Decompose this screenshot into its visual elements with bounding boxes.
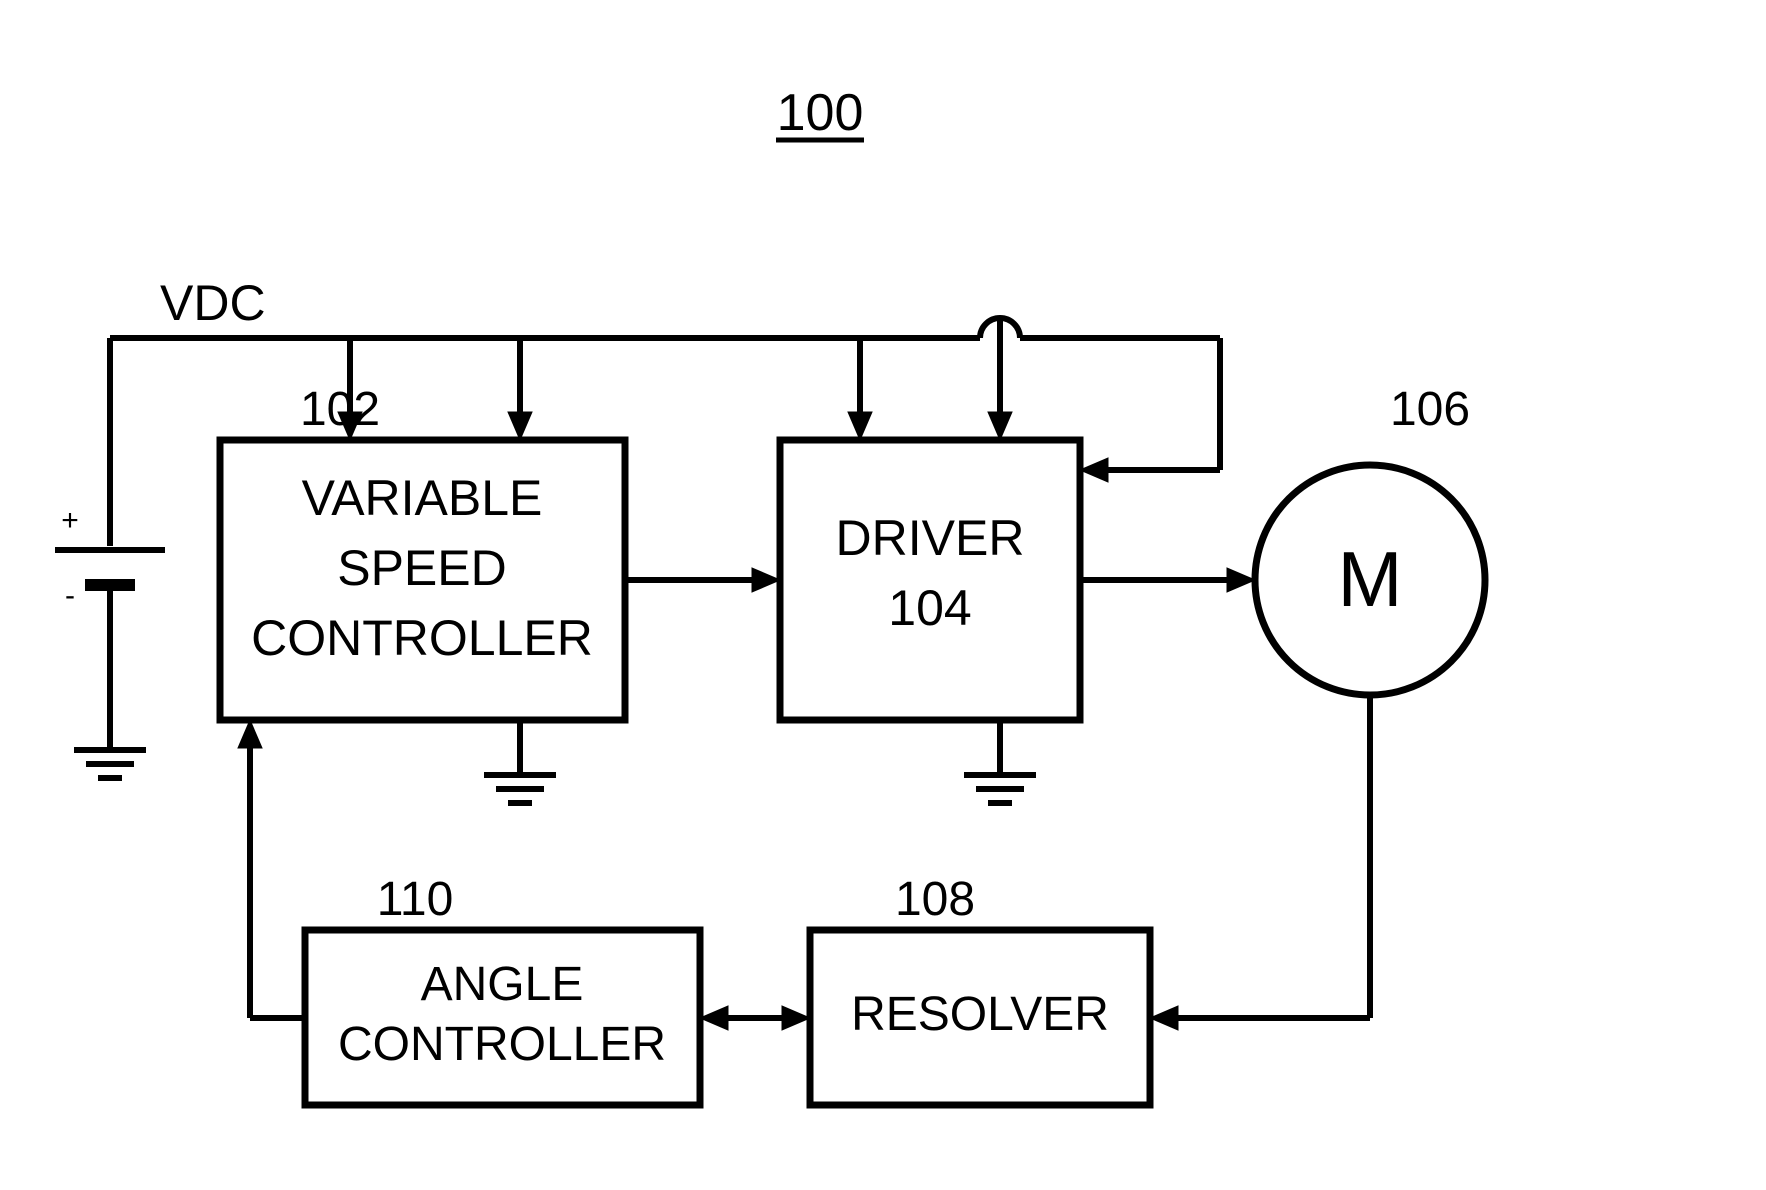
vsc-label-line-1: SPEED [337,540,507,596]
angle-label-line-0: ANGLE [421,958,584,1011]
resolver-label-line-0: RESOLVER [851,988,1109,1041]
vsc-label-line-0: VARIABLE [302,470,543,526]
vdc-label: VDC [160,275,266,331]
vsc-label-line-2: CONTROLLER [251,610,593,666]
svg-text:+: + [61,504,79,537]
driver-label-line-0: DRIVER [836,510,1025,566]
angle-ref-number: 110 [377,873,454,926]
resolver-ref-number: 108 [895,873,975,926]
figure-number: 100 [777,84,864,142]
driver-label-line-1: 104 [888,580,971,636]
motor-ref-number: 106 [1390,383,1470,436]
motor-label: M [1338,535,1403,623]
angle-label-line-1: CONTROLLER [338,1018,666,1071]
svg-text:-: - [65,579,75,612]
vsc-ref-number: 102 [300,383,380,436]
